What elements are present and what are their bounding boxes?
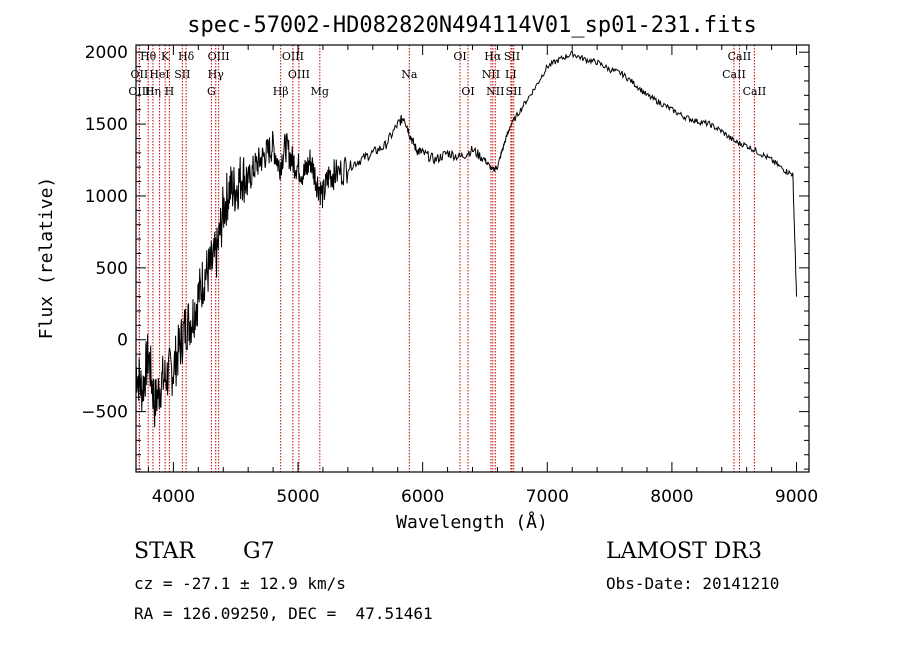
spectral-line-label: OIII	[282, 50, 304, 63]
spectral-line-label: SII	[506, 85, 522, 98]
spectral-line-label: CaII	[722, 68, 746, 81]
survey-name: LAMOST DR3	[606, 539, 762, 564]
y-axis-label: Flux (relative)	[36, 177, 57, 340]
spectrum-line	[135, 49, 797, 428]
spectral-line-label: OIII	[288, 68, 310, 81]
x-tick-label: 8000	[650, 487, 693, 507]
y-tick-label: 0	[117, 331, 128, 351]
spectral-line-label: OIII	[128, 85, 150, 98]
spectral-line-label: Hα	[484, 50, 502, 63]
spectral-line-markers	[138, 45, 755, 472]
redshift-text: cz = -27.1 ± 12.9 km/s	[134, 574, 346, 593]
x-tick-label: 9000	[775, 487, 818, 507]
spectral-line-label: Mg	[311, 85, 329, 98]
y-tick-label: 2000	[85, 43, 128, 63]
spectral-line-label: NII	[482, 68, 500, 81]
spectral-line-label: Hη	[145, 85, 161, 98]
spectral-line-label: CaII	[743, 85, 767, 98]
x-tick-label: 5000	[276, 487, 319, 507]
spectral-line-label: OI	[461, 85, 474, 98]
spectral-line-label: HeI	[149, 68, 169, 81]
spectral-line-label: Hθ	[140, 50, 157, 63]
spectral-line-label: OII	[131, 68, 149, 81]
spectral-line-label: SII	[504, 50, 520, 63]
y-tick-label: 1500	[85, 115, 128, 135]
object-subclass: G7	[243, 539, 275, 564]
spectral-line-label: K	[161, 50, 170, 63]
y-tick-label: 500	[96, 259, 128, 279]
spectral-line-label: CaII	[728, 50, 752, 63]
spectral-line-label: LI	[505, 68, 517, 81]
x-axis-ticks: 4000 5000 6000 7000 8000 9000	[147, 45, 818, 507]
spectral-line-label: Hβ	[273, 85, 289, 98]
plot-frame	[135, 44, 810, 473]
y-tick-label: −500	[81, 403, 128, 423]
y-axis-ticks: −500 0 500 1000 1500 2000	[81, 43, 809, 470]
spectral-line-label: OIII	[208, 50, 230, 63]
spectral-line-label: Na	[401, 68, 418, 81]
spectral-line-label: G	[207, 85, 216, 98]
spectral-line-label: SII	[174, 68, 190, 81]
x-tick-label: 4000	[152, 487, 195, 507]
chart-title: spec-57002-HD082820N494114V01_sp01-231.f…	[187, 13, 757, 38]
coordinates-text: RA = 126.09250, DEC = 47.51461	[134, 604, 433, 623]
spectral-line-label: Hδ	[178, 50, 195, 63]
obs-date-text: Obs-Date: 20141210	[606, 574, 780, 593]
object-type: STAR	[134, 539, 195, 564]
spectral-line-label: NII	[486, 85, 504, 98]
y-tick-label: 1000	[85, 187, 128, 207]
x-axis-label: Wavelength (Å)	[396, 511, 548, 533]
spectral-line-label: H	[165, 85, 175, 98]
spectral-line-label: OI	[453, 50, 466, 63]
x-tick-label: 7000	[526, 487, 569, 507]
x-tick-label: 6000	[401, 487, 444, 507]
spectral-line-label: Hγ	[208, 68, 225, 81]
